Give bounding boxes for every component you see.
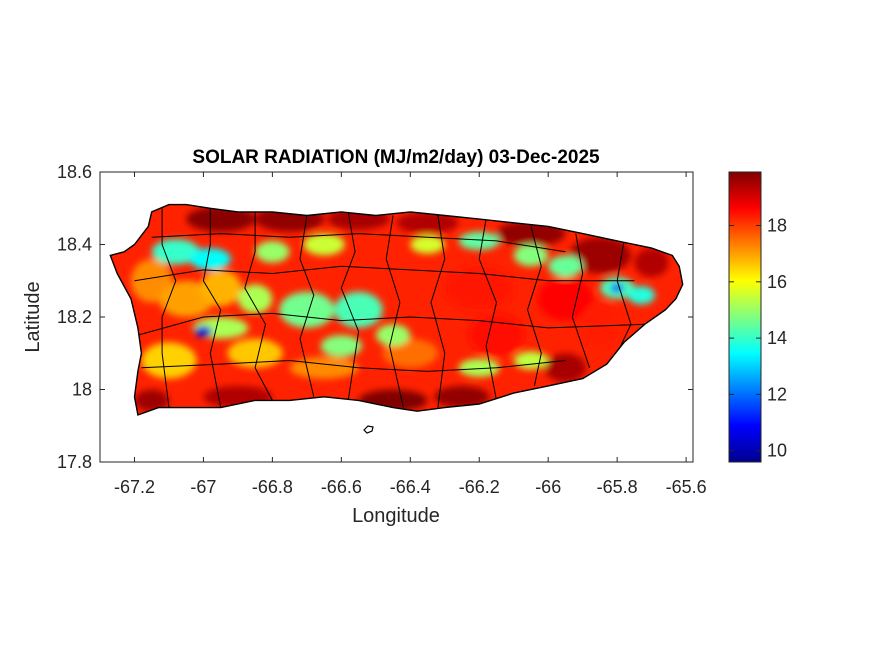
radiation-cell — [579, 302, 621, 346]
municipality-boundary — [526, 226, 542, 387]
radiation-cell — [434, 385, 490, 408]
island-coastline — [109, 203, 684, 416]
radiation-cell — [375, 324, 411, 346]
radiation-cell — [134, 389, 169, 412]
municipality-boundary — [478, 219, 498, 401]
radiation-cell — [255, 240, 290, 263]
radiation-cell — [568, 237, 631, 274]
municipality-boundary — [616, 240, 632, 354]
colorbar-tick-label: 12 — [767, 384, 787, 404]
x-axis-ticks: -67.2 -67 -66.8 -66.6 -66.4 -66.2 -66 -65.8 -65.… — [114, 172, 707, 497]
municipality-boundary — [161, 208, 177, 408]
radiation-cell — [227, 338, 283, 368]
caja-de-muertos-island — [363, 425, 374, 434]
radiation-cell — [334, 291, 383, 328]
radiation-cell — [634, 248, 669, 278]
x-tick-label: -67 — [190, 477, 216, 497]
radiation-cell — [544, 353, 587, 383]
municipality-boundary — [299, 215, 315, 397]
colorbar-ticks: 10 12 14 16 18 — [729, 215, 787, 461]
radiation-cell — [610, 283, 625, 293]
municipality-boundary — [385, 215, 404, 408]
x-tick-label: -65.6 — [666, 477, 707, 497]
colorbar-tick-label: 14 — [767, 328, 787, 348]
radiation-cell — [194, 326, 212, 337]
y-axis-ticks: 17.8 18 18.2 18.4 18.6 — [57, 162, 693, 472]
radiation-cell — [410, 235, 445, 254]
radiation-cell — [141, 342, 197, 379]
x-tick-label: -66.8 — [252, 477, 293, 497]
radiation-cell — [279, 291, 335, 328]
y-tick-label: 18.4 — [57, 235, 92, 255]
radiation-cell — [468, 313, 525, 357]
x-tick-label: -66.4 — [390, 477, 431, 497]
municipality-boundary — [244, 211, 273, 401]
radiation-cell — [382, 338, 438, 368]
municipality-boundaries — [134, 208, 645, 408]
y-axis-label: Latitude — [22, 281, 44, 352]
colorbar-tick-label: 18 — [767, 215, 787, 235]
radiation-cell — [186, 206, 256, 232]
radiation-cell — [200, 269, 242, 307]
radiation-cell — [289, 356, 359, 379]
radiation-cell — [151, 239, 200, 265]
x-axis-label: Longitude — [352, 505, 440, 527]
y-tick-label: 18.2 — [57, 307, 92, 327]
x-tick-label: -66.2 — [459, 477, 500, 497]
municipality-boundary — [340, 211, 360, 401]
municipality-boundary — [141, 359, 566, 372]
chart-title: SOLAR RADIATION (MJ/m2/day) 03-Dec-2025 — [192, 147, 600, 168]
y-tick-label: 18 — [72, 380, 92, 400]
radiation-cell — [444, 266, 514, 310]
municipality-boundary — [134, 265, 635, 282]
municipality-boundary — [571, 233, 591, 368]
x-tick-label: -66 — [535, 477, 561, 497]
municipality-boundary — [430, 215, 446, 408]
radiation-cell — [513, 351, 549, 370]
colorbar — [728, 171, 762, 463]
x-tick-label: -66.6 — [321, 477, 362, 497]
radiation-cell — [627, 286, 656, 305]
radiation-cell — [396, 211, 459, 234]
radiation-cell — [303, 233, 345, 256]
radiation-cell — [320, 335, 362, 357]
municipality-boundary — [151, 233, 566, 253]
radiation-cell — [496, 220, 566, 247]
radiation-cell — [548, 255, 583, 278]
colorbar-tick-label: 16 — [767, 272, 787, 292]
x-tick-label: -67.2 — [114, 477, 155, 497]
y-tick-label: 18.6 — [57, 162, 92, 182]
radiation-field — [110, 204, 683, 415]
radiation-cell — [189, 248, 231, 270]
colorbar-tick-label: 10 — [767, 441, 787, 461]
radiation-cell — [237, 284, 273, 314]
radiation-cell — [458, 231, 500, 250]
municipality-boundary — [202, 208, 222, 408]
x-tick-label: -65.8 — [597, 477, 638, 497]
municipality-boundary — [137, 312, 645, 336]
y-tick-label: 17.8 — [57, 452, 92, 472]
